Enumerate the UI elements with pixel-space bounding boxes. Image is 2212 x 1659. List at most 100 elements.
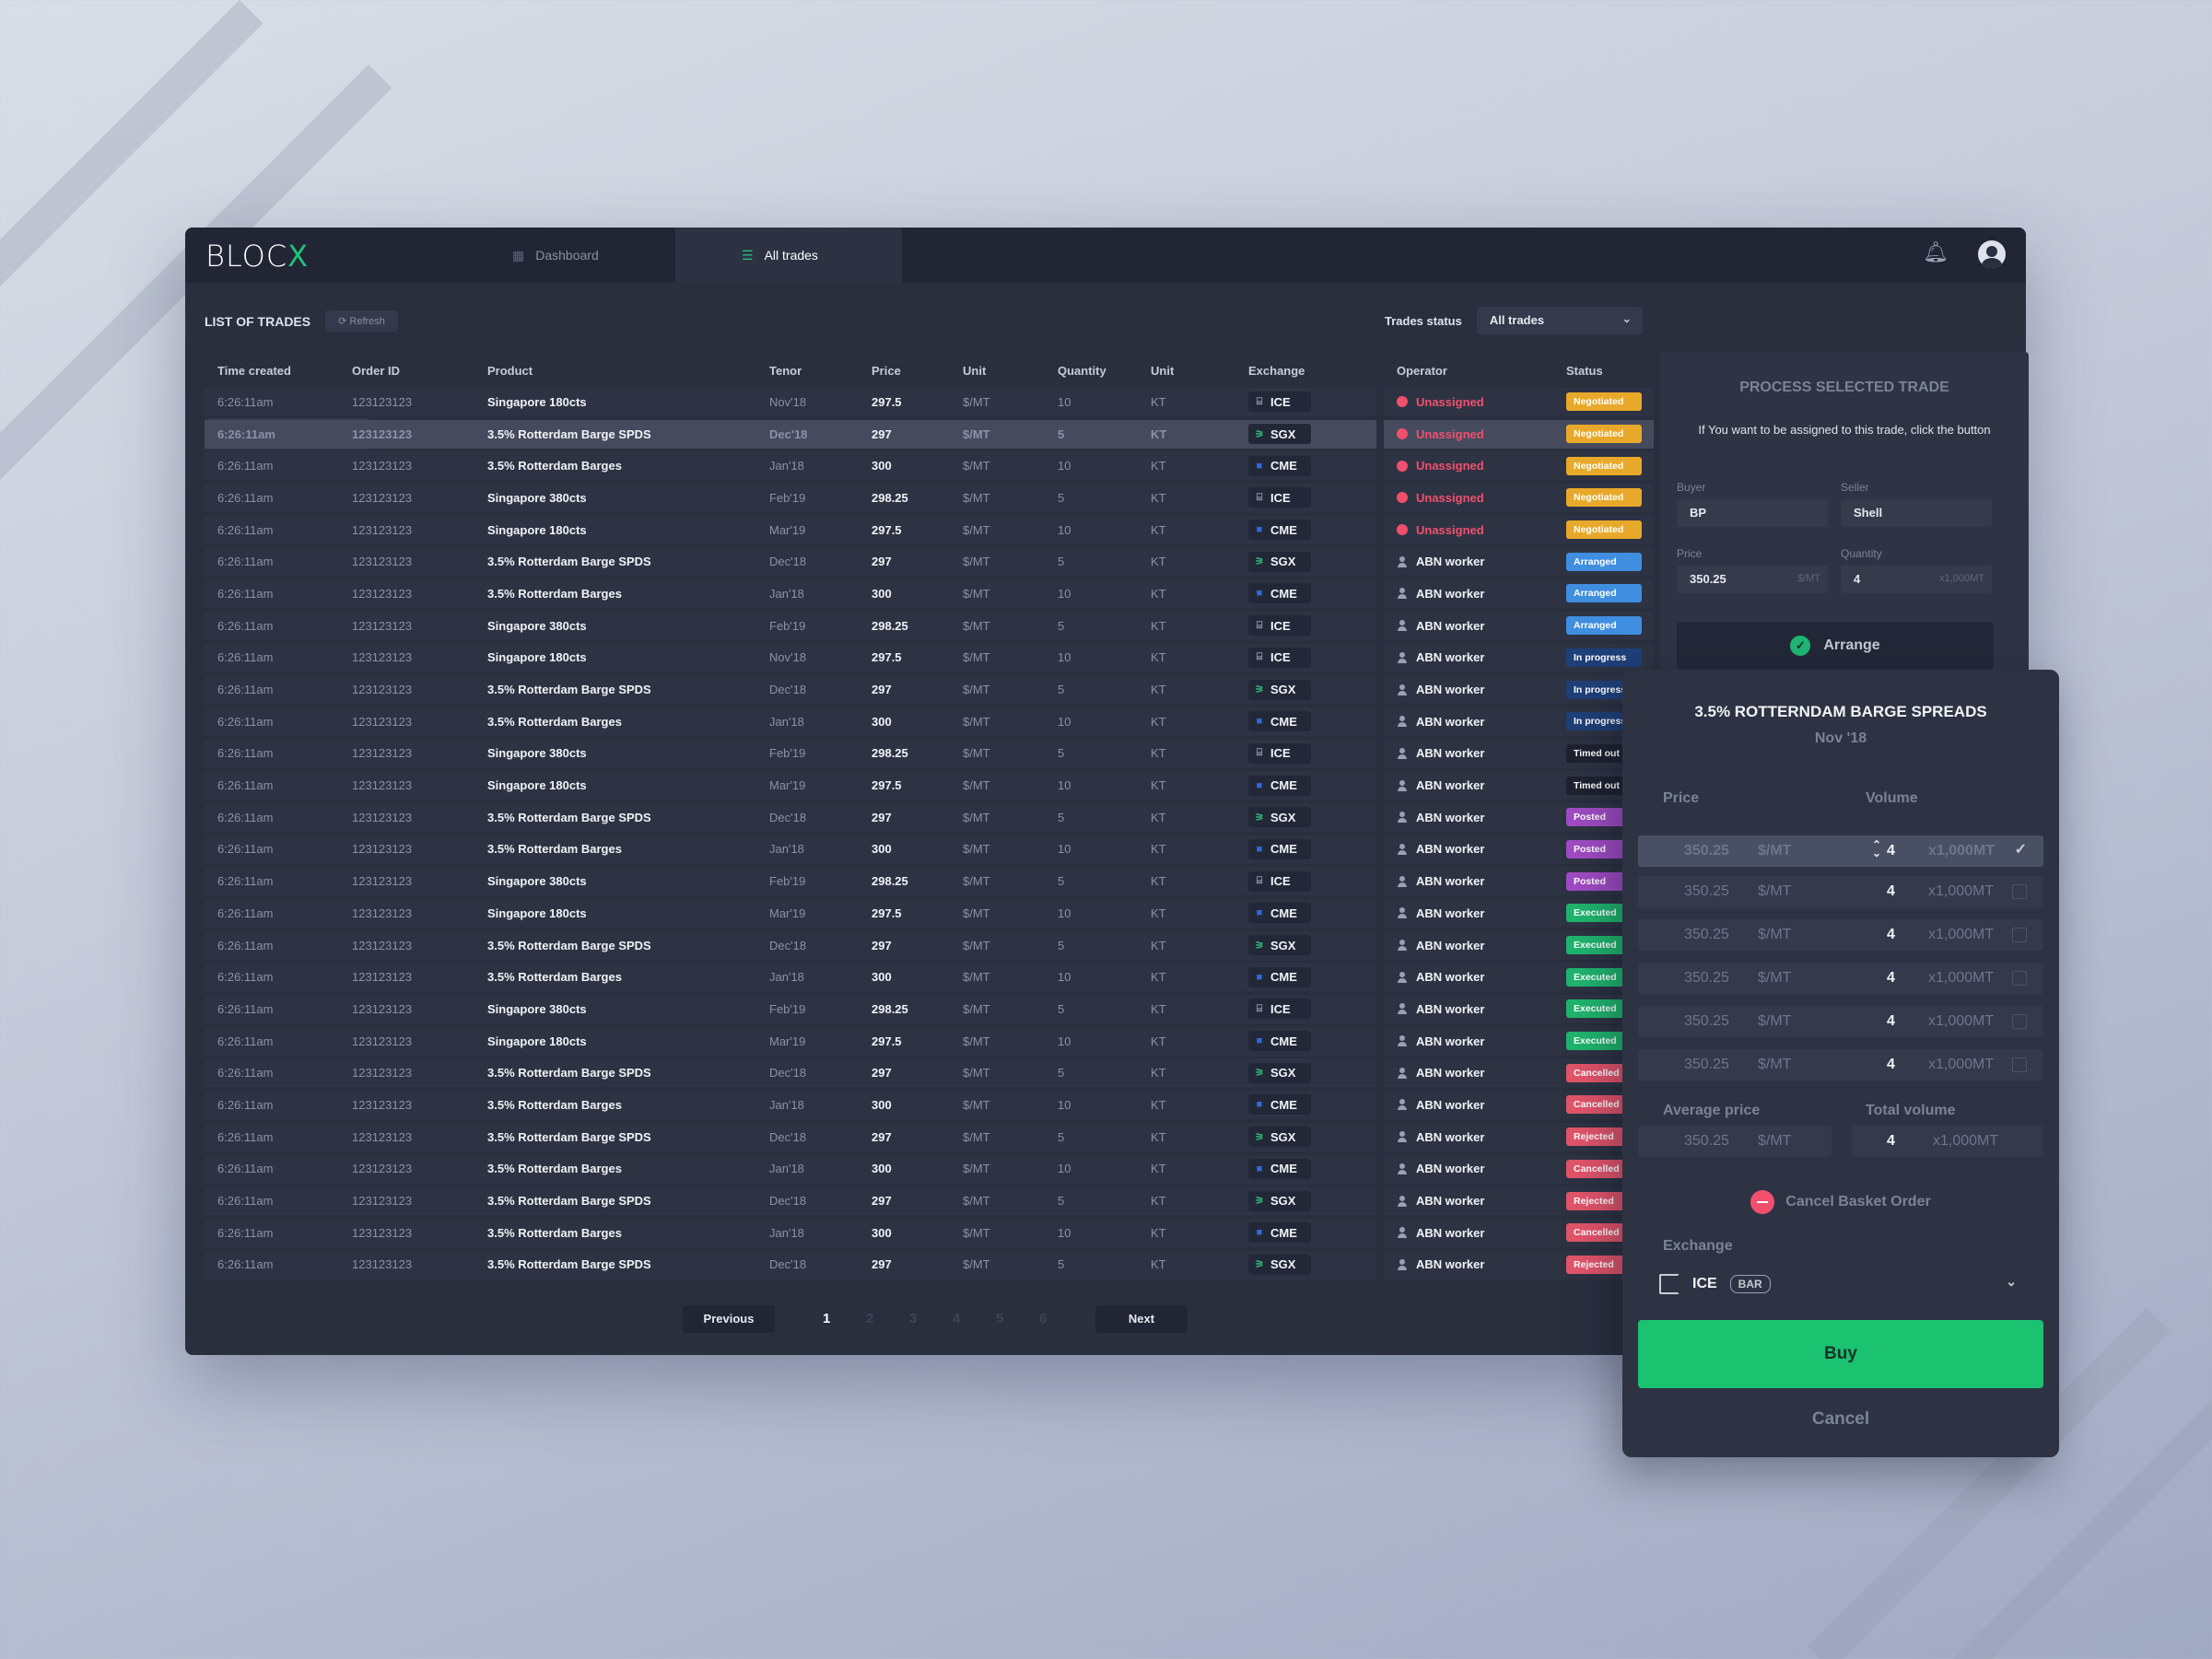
table-row[interactable]: 6:26:11am 123123123 3.5% Rotterdam Barge S… (205, 545, 1654, 578)
seller-value[interactable]: Shell (1841, 499, 1992, 527)
cell-time-created: 6:26:11am (217, 683, 274, 697)
cell-price: 298.25 (872, 490, 908, 505)
basket-row[interactable]: 350.25 $/MT 4 x1,000MT (1638, 1006, 2043, 1037)
next-button[interactable]: Next (1095, 1305, 1188, 1333)
table-row[interactable]: 6:26:11am 123123123 Singapore 180cts Nov'18… (205, 642, 1654, 674)
column-header[interactable]: Operator (1397, 363, 1447, 378)
person-icon (1397, 1131, 1408, 1143)
table-row[interactable]: 6:26:11am 123123123 3.5% Rotterdam Barges J… (205, 1153, 1654, 1186)
price-unit: $/MT (1797, 573, 1820, 584)
table-row[interactable]: 6:26:11am 123123123 Singapore 380cts Feb'19… (205, 738, 1654, 770)
column-header[interactable]: Exchange (1248, 363, 1305, 378)
basket-row[interactable]: 350.25 $/MT 4 x1,000MT (1638, 963, 2043, 994)
table-row[interactable]: 6:26:11am 123123123 Singapore 180cts Mar'19… (205, 514, 1654, 546)
page-6[interactable]: 6 (1039, 1311, 1047, 1326)
table-row[interactable]: 6:26:11am 123123123 Singapore 180cts Mar'19… (205, 769, 1654, 801)
cell-tenor: Feb'19 (769, 746, 806, 761)
arrange-button[interactable]: ✓ Arrange (1677, 622, 1994, 670)
table-row[interactable]: 6:26:11am 123123123 3.5% Rotterdam Barges J… (205, 706, 1654, 738)
refresh-button[interactable]: ⟳ Refresh (325, 310, 398, 332)
previous-button[interactable]: Previous (683, 1305, 775, 1333)
user-avatar-icon[interactable] (1978, 240, 2006, 268)
cell-time-created: 6:26:11am (217, 1194, 274, 1209)
basket-volume[interactable]: 4 (1887, 1013, 1895, 1029)
price-input[interactable]: 350.25 $/MT (1677, 566, 1828, 593)
column-header[interactable]: Unit (1151, 363, 1175, 378)
column-header[interactable]: Order ID (352, 363, 401, 378)
table-row[interactable]: 6:26:11am 123123123 3.5% Rotterdam Barges J… (205, 1217, 1654, 1249)
buyer-value[interactable]: BP (1677, 499, 1828, 527)
quantity-input[interactable]: 4 x1,000MT (1841, 566, 1992, 593)
table-row[interactable]: 6:26:11am 123123123 3.5% Rotterdam Barges J… (205, 834, 1654, 866)
cell-product: 3.5% Rotterdam Barges (487, 586, 622, 601)
cell-time-created: 6:26:11am (217, 586, 274, 601)
table-row[interactable]: 6:26:11am 123123123 3.5% Rotterdam Barges J… (205, 1089, 1654, 1121)
basket-volume[interactable]: 4 (1887, 883, 1895, 899)
column-header[interactable]: Time created (217, 363, 291, 378)
table-row[interactable]: 6:26:11am 123123123 3.5% Rotterdam Barges J… (205, 450, 1654, 482)
table-row[interactable]: 6:26:11am 123123123 Singapore 180cts Nov'18… (205, 386, 1654, 418)
table-row[interactable]: 6:26:11am 123123123 3.5% Rotterdam Barges J… (205, 961, 1654, 993)
exchange-name: ICE (1270, 874, 1291, 889)
table-row[interactable]: 6:26:11am 123123123 Singapore 180cts Mar'19… (205, 1025, 1654, 1057)
table-row[interactable]: 6:26:11am 123123123 3.5% Rotterdam Barges J… (205, 578, 1654, 610)
cell-operator: ABN worker (1397, 811, 1484, 824)
cell-price: 297 (872, 683, 892, 697)
table-row[interactable]: 6:26:11am 123123123 3.5% Rotterdam Barge S… (205, 1249, 1654, 1281)
basket-row[interactable]: 350.25 $/MT 4 x1,000MT (1638, 919, 2043, 951)
table-row[interactable]: 6:26:11am 123123123 3.5% Rotterdam Barge S… (205, 417, 1654, 450)
column-header[interactable]: Tenor (769, 363, 802, 378)
page-4[interactable]: 4 (953, 1311, 961, 1326)
basket-row[interactable]: 350.25 $/MT ⌃ ⌄ 4 x1,000MT ✓ (1638, 835, 2043, 867)
column-header[interactable]: Status (1566, 363, 1603, 378)
exchange-select[interactable]: ICE BAR ⌄ (1659, 1270, 2028, 1298)
status-select[interactable]: All trades ⌄ (1476, 307, 1643, 334)
column-header[interactable]: Product (487, 363, 533, 378)
table-row[interactable]: 6:26:11am 123123123 Singapore 380cts Feb'19… (205, 610, 1654, 642)
table-row[interactable]: 6:26:11am 123123123 Singapore 380cts Feb'19… (205, 865, 1654, 897)
table-row[interactable]: 6:26:11am 123123123 3.5% Rotterdam Barge S… (205, 801, 1654, 834)
page-5[interactable]: 5 (996, 1311, 1004, 1326)
cancel-basket-order-button[interactable]: Cancel Basket Order (1622, 1190, 2059, 1214)
table-row[interactable]: 6:26:11am 123123123 Singapore 380cts Feb'19… (205, 482, 1654, 514)
basket-volume[interactable]: 4 (1887, 1057, 1895, 1072)
grid-icon: ▦ (512, 247, 525, 263)
exchange-name: CME (1270, 1034, 1297, 1048)
tab-dashboard[interactable]: ▦ Dashboard (324, 228, 599, 283)
cancel-button[interactable]: Cancel (1811, 1409, 1870, 1429)
column-header[interactable]: Quantity (1058, 363, 1106, 378)
cell-quantity: 5 (1058, 810, 1065, 824)
basket-volume[interactable]: 4 (1887, 970, 1895, 986)
cell-tenor: Jan'18 (769, 842, 804, 857)
basket-row[interactable]: 350.25 $/MT 4 x1,000MT (1638, 876, 2043, 907)
table-row[interactable]: 6:26:11am 123123123 3.5% Rotterdam Barge S… (205, 1057, 1654, 1089)
page-1[interactable]: 1 (823, 1311, 831, 1326)
buy-button[interactable]: Buy (1638, 1320, 2043, 1388)
page-3[interactable]: 3 (909, 1311, 918, 1326)
table-row[interactable]: 6:26:11am 123123123 3.5% Rotterdam Barge S… (205, 929, 1654, 962)
page-2[interactable]: 2 (866, 1311, 874, 1326)
bloc-x-logo[interactable]: BLOCX (205, 239, 309, 274)
basket-row[interactable]: 350.25 $/MT 4 x1,000MT (1638, 1049, 2043, 1081)
table-row[interactable]: 6:26:11am 123123123 3.5% Rotterdam Barge S… (205, 1185, 1654, 1217)
row-checkbox[interactable] (2012, 971, 2027, 986)
checkmark-icon[interactable]: ✓ (2014, 842, 2027, 858)
bell-icon[interactable]: 🔔︎ (1923, 240, 1949, 263)
row-checkbox[interactable] (2012, 928, 2027, 942)
table-row[interactable]: 6:26:11am 123123123 3.5% Rotterdam Barge S… (205, 673, 1654, 706)
column-header[interactable]: Unit (963, 363, 987, 378)
table-row[interactable]: 6:26:11am 123123123 Singapore 380cts Feb'19… (205, 993, 1654, 1025)
table-row[interactable]: 6:26:11am 123123123 3.5% Rotterdam Barge S… (205, 1121, 1654, 1153)
column-header[interactable]: Price (872, 363, 901, 378)
exchange-name: ICE (1270, 650, 1291, 665)
tab-all-trades[interactable]: ☰ All trades (675, 228, 902, 283)
stepper-icon[interactable]: ⌃ ⌄ (1872, 838, 1882, 859)
cell-price: 298.25 (872, 746, 908, 761)
row-checkbox[interactable] (2012, 1057, 2027, 1072)
table-row[interactable]: 6:26:11am 123123123 Singapore 180cts Mar'19… (205, 897, 1654, 929)
exchange-name: CME (1270, 842, 1297, 857)
row-checkbox[interactable] (2012, 884, 2027, 899)
basket-volume[interactable]: 4 (1887, 927, 1895, 942)
basket-volume[interactable]: 4 (1887, 843, 1895, 859)
row-checkbox[interactable] (2012, 1014, 2027, 1029)
